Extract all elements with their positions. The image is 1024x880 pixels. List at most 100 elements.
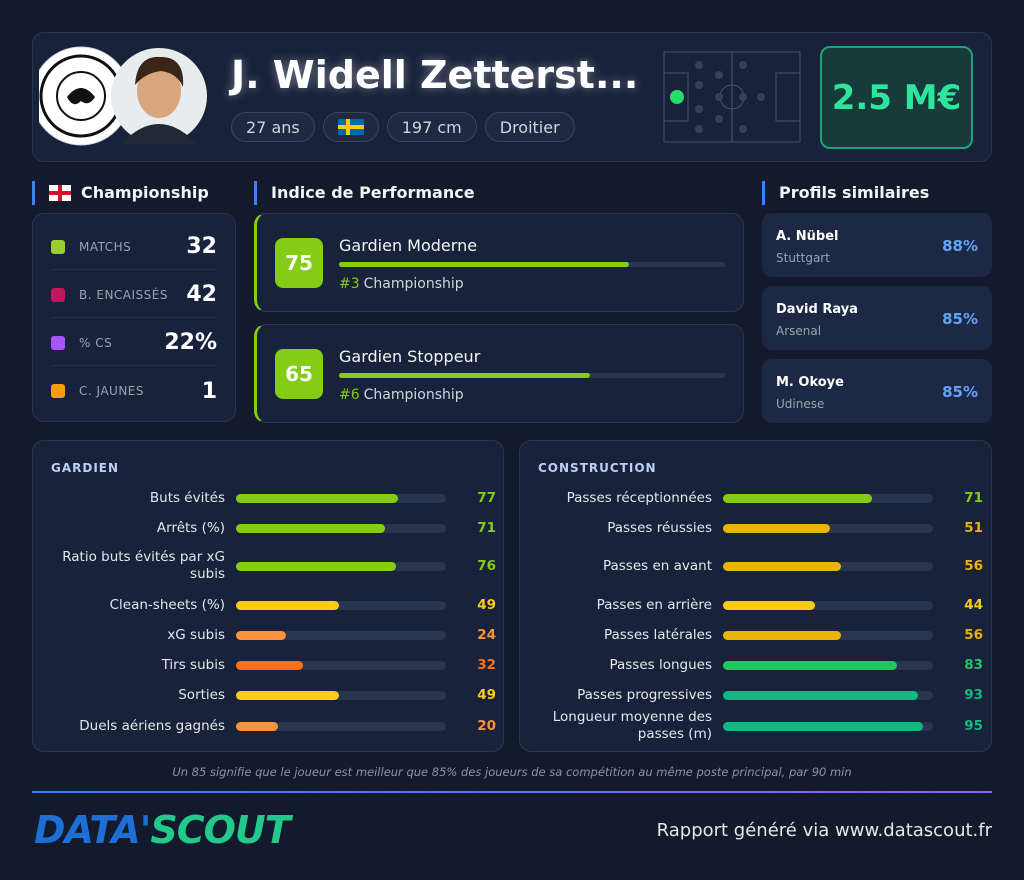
stat-row: Passes en avant 56 xyxy=(520,546,991,586)
header-card: J. Widell Zetterst... 27 ans 197 cm Droi… xyxy=(32,32,992,162)
stat-row: MATCHS 32 xyxy=(51,224,217,270)
foot-tag: Droitier xyxy=(484,112,575,142)
performance-bar xyxy=(339,373,590,378)
avatars xyxy=(39,46,207,146)
stat-icon xyxy=(51,287,65,302)
performance-track xyxy=(339,373,725,378)
brand-right: SCOUT xyxy=(150,808,290,852)
stat-label: Passes longues xyxy=(609,656,712,673)
stat-row: Arrêts (%) 71 xyxy=(33,508,503,548)
stat-label: Clean-sheets (%) xyxy=(109,596,225,613)
similar-card: M. Okoye Udinese 85% xyxy=(762,359,992,423)
stat-value: 76 xyxy=(477,558,496,574)
stat-label: C. JAUNES xyxy=(79,384,145,398)
rank: #6 xyxy=(339,387,360,403)
stat-bar xyxy=(236,523,386,533)
stat-bar xyxy=(236,600,339,610)
footnote: Un 85 signifie que le joueur est meilleu… xyxy=(172,765,852,779)
stat-label: Buts évités xyxy=(149,489,225,506)
stat-bar xyxy=(723,600,816,610)
stat-icon xyxy=(51,384,65,398)
stat-value: 71 xyxy=(964,490,983,506)
performance-card: 75 Gardien Moderne #3 Championship xyxy=(254,213,744,312)
similar-club: Udinese xyxy=(776,397,825,411)
stat-label: % CS xyxy=(79,335,113,350)
stat-icon xyxy=(51,335,65,350)
performance-score: 65 xyxy=(275,349,323,399)
similar-name: A. Nübel xyxy=(776,229,839,244)
similar-name: M. Okoye xyxy=(776,375,844,390)
stat-label: Tirs subis xyxy=(161,656,225,673)
stat-track xyxy=(236,660,446,670)
stat-track xyxy=(723,690,933,700)
stat-bar xyxy=(723,660,898,670)
player-name: J. Widell Zetterst... xyxy=(231,53,639,97)
stat-icon xyxy=(51,239,65,254)
stat-row: Passes réceptionnées 71 xyxy=(520,478,991,518)
stat-label: Passes réceptionnées xyxy=(566,489,712,506)
league-name: Championship xyxy=(81,183,209,202)
similar-club: Stuttgart xyxy=(776,251,830,265)
performance-title: Gardien Moderne xyxy=(339,236,478,255)
stat-track xyxy=(236,493,446,503)
panel-title: CONSTRUCTION xyxy=(538,461,657,475)
brand: DATA'SCOUT xyxy=(34,808,291,852)
stat-panel: GARDIEN Buts évités 77 Arrêts (%) 71 Ratio bu… xyxy=(32,440,504,752)
panel-title: GARDIEN xyxy=(51,461,120,475)
stat-value: 1 xyxy=(201,378,217,404)
stat-label: Duels aériens gagnés xyxy=(79,717,225,734)
performance-rank: #6 Championship xyxy=(339,387,464,403)
stat-bar xyxy=(236,493,398,503)
stat-bar xyxy=(723,721,923,731)
stat-track xyxy=(236,630,446,640)
stat-track xyxy=(236,600,446,610)
stat-value: 49 xyxy=(477,597,496,613)
stat-panel: CONSTRUCTION Passes réceptionnées 71 Passes… xyxy=(519,440,992,752)
stat-label: Arrêts (%) xyxy=(156,519,225,536)
stat-bar xyxy=(236,630,287,640)
stat-row: Passes en arrière 44 xyxy=(520,585,991,625)
brand-left: DATA' xyxy=(34,808,151,852)
stat-value: 32 xyxy=(186,234,217,259)
stat-row: xG subis 24 xyxy=(33,615,503,655)
flag-england xyxy=(49,185,71,201)
stat-track xyxy=(723,721,933,731)
rank: #3 xyxy=(339,276,360,292)
stat-row: Passes latérales 56 xyxy=(520,615,991,655)
stat-value: 44 xyxy=(964,597,983,613)
stat-value: 42 xyxy=(186,282,217,307)
stat-bar xyxy=(236,690,339,700)
stat-value: 56 xyxy=(964,558,983,574)
rank-league: Championship xyxy=(363,276,464,292)
similar-card: David Raya Arsenal 85% xyxy=(762,286,992,350)
stat-row: Passes réussies 51 xyxy=(520,508,991,548)
performance-bar xyxy=(339,262,629,267)
performance-title: Gardien Stoppeur xyxy=(339,347,481,366)
stat-row: % CS 22% xyxy=(51,320,217,366)
age-tag: 27 ans xyxy=(231,112,315,142)
similar-name: David Raya xyxy=(776,302,858,317)
stat-track xyxy=(723,600,933,610)
stat-label: xG subis xyxy=(167,626,225,643)
performance-card: 65 Gardien Stoppeur #6 Championship xyxy=(254,324,744,423)
stat-label: Passes en arrière xyxy=(596,596,712,613)
stat-track xyxy=(236,523,446,533)
similar-card: A. Nübel Stuttgart 88% xyxy=(762,213,992,277)
stat-value: 51 xyxy=(964,520,983,536)
stat-bar xyxy=(723,523,831,533)
stat-value: 93 xyxy=(964,687,983,703)
stat-bar xyxy=(236,561,396,571)
stat-value: 56 xyxy=(964,627,983,643)
stat-track xyxy=(236,561,446,571)
stat-label: B. ENCAISSÉS xyxy=(79,287,168,302)
stat-value: 32 xyxy=(477,657,496,673)
similar-match: 85% xyxy=(942,383,978,401)
stat-value: 77 xyxy=(477,490,496,506)
stat-value: 95 xyxy=(964,718,983,734)
tags: 27 ans 197 cm Droitier xyxy=(231,112,583,142)
stat-label: Passes réussies xyxy=(607,519,712,536)
stat-track xyxy=(723,630,933,640)
stat-row: Longueur moyenne des passes (m) 95 xyxy=(520,706,991,746)
stat-row: Tirs subis 32 xyxy=(33,645,503,685)
stat-bar xyxy=(723,690,919,700)
